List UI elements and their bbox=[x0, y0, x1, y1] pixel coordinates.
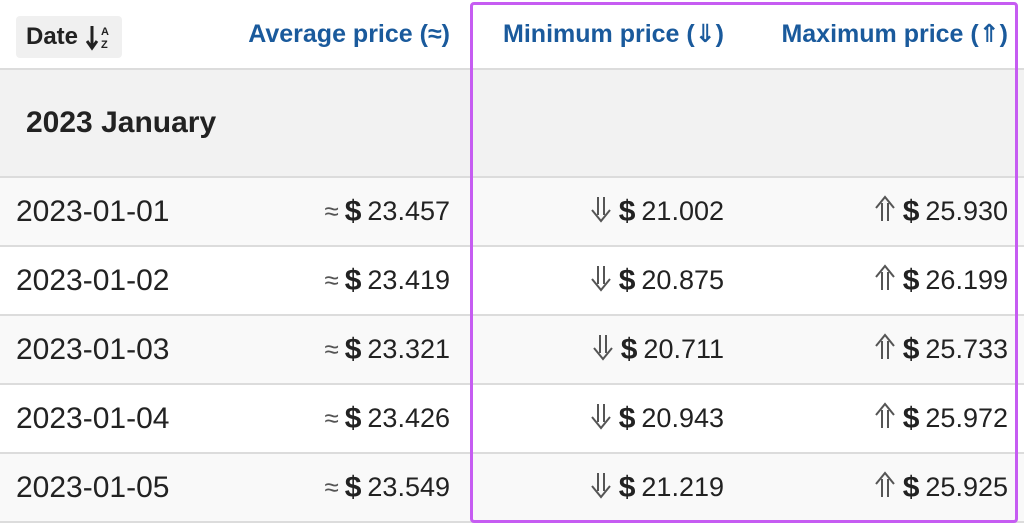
maximum-price-cell: $ 25.925 bbox=[873, 454, 1008, 521]
date-value: 2023-01-02 bbox=[16, 263, 170, 297]
maximum-price-value: 26.199 bbox=[925, 265, 1008, 295]
table-row: 2023-01-05 ≈ $ 23.549 $ 21.219 bbox=[0, 454, 1024, 523]
approx-icon: ≈ bbox=[324, 265, 339, 295]
double-arrow-down-icon bbox=[589, 195, 613, 228]
table-header: Date A Z Average price (≈) Minimum price… bbox=[0, 0, 1024, 70]
maximum-price-value: 25.972 bbox=[925, 403, 1008, 433]
maximum-price-value: 25.930 bbox=[925, 196, 1008, 226]
currency-symbol: $ bbox=[618, 263, 636, 297]
average-price-cell: ≈ $ 23.426 bbox=[324, 385, 450, 452]
svg-text:A: A bbox=[101, 26, 109, 38]
double-arrow-up-icon bbox=[873, 333, 897, 366]
date-cell: 2023-01-03 bbox=[16, 316, 169, 383]
currency-symbol: $ bbox=[618, 194, 636, 228]
date-value: 2023-01-05 bbox=[16, 470, 170, 504]
average-price-cell: ≈ $ 23.549 bbox=[324, 454, 450, 521]
double-arrow-down-icon bbox=[589, 402, 613, 435]
minimum-price-cell: $ 21.219 bbox=[589, 454, 724, 521]
minimum-price-cell: $ 20.875 bbox=[589, 247, 724, 314]
date-cell: 2023-01-01 bbox=[16, 178, 169, 245]
currency-symbol: $ bbox=[344, 401, 362, 435]
maximum-price-header[interactable]: Maximum price (⇑) bbox=[781, 0, 1008, 68]
table-row: 2023-01-02 ≈ $ 23.419 $ 20.875 bbox=[0, 247, 1024, 316]
currency-symbol: $ bbox=[902, 401, 920, 435]
currency-symbol: $ bbox=[344, 332, 362, 366]
minimum-price-header[interactable]: Minimum price (⇓) bbox=[503, 0, 724, 68]
maximum-price-cell: $ 25.733 bbox=[873, 316, 1008, 383]
maximum-price-link[interactable]: Maximum price (⇑) bbox=[781, 20, 1008, 48]
minimum-price-value: 20.711 bbox=[643, 334, 724, 364]
date-value: 2023-01-03 bbox=[16, 332, 170, 366]
double-arrow-up-icon bbox=[873, 471, 897, 504]
currency-symbol: $ bbox=[902, 263, 920, 297]
currency-symbol: $ bbox=[902, 194, 920, 228]
double-arrow-down-icon bbox=[589, 264, 613, 297]
date-value: 2023-01-01 bbox=[16, 194, 170, 228]
maximum-price-cell: $ 25.972 bbox=[873, 385, 1008, 452]
double-arrow-down-icon bbox=[589, 471, 613, 504]
date-sort-button[interactable]: Date A Z bbox=[16, 16, 123, 58]
month-group-title: 2023 January bbox=[26, 106, 217, 139]
average-price-link[interactable]: Average price (≈) bbox=[248, 19, 450, 48]
double-arrow-down-icon bbox=[591, 333, 615, 366]
currency-symbol: $ bbox=[344, 470, 362, 504]
maximum-price-cell: $ 26.199 bbox=[873, 247, 1008, 314]
average-price-value: 23.321 bbox=[367, 334, 450, 364]
minimum-price-value: 21.002 bbox=[641, 196, 724, 226]
minimum-price-value: 20.943 bbox=[641, 403, 724, 433]
minimum-price-cell: $ 20.943 bbox=[589, 385, 724, 452]
approx-icon: ≈ bbox=[324, 472, 339, 502]
currency-symbol: $ bbox=[618, 470, 636, 504]
currency-symbol: $ bbox=[620, 332, 638, 366]
double-arrow-up-icon bbox=[873, 402, 897, 435]
approx-icon: ≈ bbox=[324, 334, 339, 364]
date-cell: 2023-01-04 bbox=[16, 385, 169, 452]
average-price-value: 23.457 bbox=[367, 196, 450, 226]
maximum-price-value: 25.733 bbox=[925, 334, 1008, 364]
table-row: 2023-01-01 ≈ $ 23.457 $ 21.002 bbox=[0, 178, 1024, 247]
date-header-label: Date bbox=[26, 23, 79, 50]
maximum-price-value: 25.925 bbox=[925, 472, 1008, 502]
currency-symbol: $ bbox=[344, 263, 362, 297]
minimum-price-cell: $ 20.711 bbox=[591, 316, 724, 383]
date-cell: 2023-01-05 bbox=[16, 454, 169, 521]
table-row: 2023-01-03 ≈ $ 23.321 $ 20.711 bbox=[0, 316, 1024, 385]
average-price-value: 23.419 bbox=[367, 265, 450, 295]
average-price-cell: ≈ $ 23.321 bbox=[324, 316, 450, 383]
currency-symbol: $ bbox=[902, 332, 920, 366]
svg-text:Z: Z bbox=[101, 39, 108, 51]
date-value: 2023-01-04 bbox=[16, 401, 170, 435]
average-price-value: 23.549 bbox=[367, 472, 450, 502]
minimum-price-value: 20.875 bbox=[641, 265, 724, 295]
minimum-price-value: 21.219 bbox=[641, 472, 724, 502]
average-price-cell: ≈ $ 23.457 bbox=[324, 178, 450, 245]
maximum-price-cell: $ 25.930 bbox=[873, 178, 1008, 245]
approx-icon: ≈ bbox=[324, 403, 339, 433]
sort-az-icon: A Z bbox=[86, 23, 112, 51]
double-arrow-up-icon bbox=[873, 195, 897, 228]
date-cell: 2023-01-02 bbox=[16, 247, 169, 314]
currency-symbol: $ bbox=[902, 470, 920, 504]
average-price-value: 23.426 bbox=[367, 403, 450, 433]
currency-symbol: $ bbox=[344, 194, 362, 228]
minimum-price-link[interactable]: Minimum price (⇓) bbox=[503, 20, 724, 48]
approx-icon: ≈ bbox=[324, 196, 339, 226]
average-price-cell: ≈ $ 23.419 bbox=[324, 247, 450, 314]
table-row: 2023-01-04 ≈ $ 23.426 $ 20.943 bbox=[0, 385, 1024, 454]
double-arrow-up-icon bbox=[873, 264, 897, 297]
average-price-header[interactable]: Average price (≈) bbox=[248, 0, 450, 68]
month-group-row: 2023 January bbox=[0, 70, 1024, 178]
minimum-price-cell: $ 21.002 bbox=[589, 178, 724, 245]
currency-symbol: $ bbox=[618, 401, 636, 435]
